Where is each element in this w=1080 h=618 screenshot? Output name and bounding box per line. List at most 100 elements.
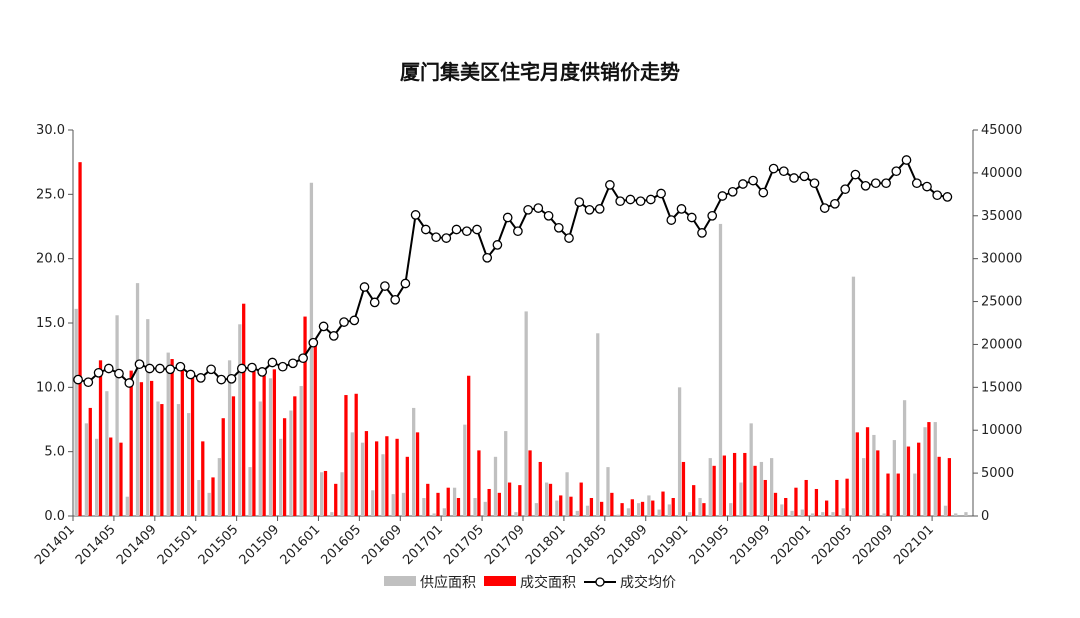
supply-bar bbox=[207, 492, 211, 516]
x-tick-label: 201905 bbox=[687, 522, 733, 568]
sales-bar bbox=[518, 485, 522, 516]
sales-bar bbox=[753, 465, 757, 516]
x-tick-label: 201809 bbox=[605, 522, 651, 568]
y-left-tick-label: 30.0 bbox=[36, 123, 65, 138]
sales-bar bbox=[620, 503, 624, 516]
supply-bar bbox=[115, 315, 119, 516]
supply-bar bbox=[718, 223, 723, 516]
price-point bbox=[359, 282, 370, 292]
x-tick-label: 202005 bbox=[809, 522, 855, 568]
x-tick-label: 201401 bbox=[32, 522, 78, 568]
price-point bbox=[93, 367, 104, 378]
supply-bar bbox=[483, 501, 487, 516]
y-left-tick-label: 0.0 bbox=[44, 509, 65, 524]
supply-bar bbox=[555, 500, 559, 516]
supply-bar bbox=[94, 438, 99, 516]
sales-bar bbox=[712, 465, 716, 516]
sales-bar bbox=[886, 473, 890, 516]
sales-bar bbox=[201, 441, 205, 516]
sales-bar bbox=[262, 375, 266, 516]
price-point bbox=[727, 186, 738, 197]
price-point bbox=[922, 181, 932, 192]
sales-bar bbox=[804, 479, 808, 516]
sales-bar bbox=[865, 427, 870, 516]
price-point bbox=[114, 368, 124, 379]
supply-bar bbox=[135, 283, 140, 516]
y-right-tick-label: 30000 bbox=[981, 252, 1022, 267]
sales-bar bbox=[548, 483, 553, 516]
sales-bar bbox=[282, 418, 287, 516]
sales-bar bbox=[88, 407, 92, 516]
supply-bar bbox=[616, 514, 620, 516]
price-point bbox=[257, 367, 268, 377]
supply-bar bbox=[330, 512, 334, 516]
x-tick-label: 201609 bbox=[359, 522, 405, 568]
legend-label: 成交均价 bbox=[620, 574, 676, 591]
price-point bbox=[676, 204, 687, 214]
x-tick-label: 201509 bbox=[237, 522, 283, 568]
price-point bbox=[758, 187, 769, 198]
price-point bbox=[799, 171, 810, 182]
price-point bbox=[124, 378, 135, 388]
supply-bar bbox=[800, 509, 804, 516]
price-point bbox=[431, 232, 441, 243]
legend-swatch-price-marker bbox=[595, 577, 605, 587]
supply-bar bbox=[197, 479, 201, 516]
price-point bbox=[339, 317, 349, 327]
price-point bbox=[666, 215, 677, 225]
y-right-tick-label: 10000 bbox=[981, 423, 1022, 438]
sales-bar bbox=[528, 450, 532, 516]
x-tick-label: 202101 bbox=[891, 522, 937, 568]
supply-bar bbox=[698, 497, 702, 516]
price-point bbox=[380, 281, 390, 291]
price-point bbox=[472, 224, 482, 235]
supply-bar bbox=[759, 461, 764, 516]
sales-bar bbox=[610, 492, 614, 516]
price-point bbox=[533, 203, 544, 213]
price-point bbox=[369, 297, 380, 308]
supply-bar bbox=[381, 454, 385, 516]
supply-bar bbox=[943, 505, 948, 516]
sales-bar bbox=[937, 456, 941, 516]
y-right-tick-label: 45000 bbox=[981, 123, 1022, 138]
sales-bar bbox=[732, 452, 737, 516]
supply-bar bbox=[667, 504, 671, 516]
price-point bbox=[850, 169, 861, 180]
supply-bar bbox=[371, 490, 375, 516]
price-point bbox=[860, 180, 871, 191]
y-right-tick-label: 5000 bbox=[981, 466, 1014, 481]
price-point bbox=[195, 373, 206, 383]
sales-bar bbox=[743, 452, 747, 516]
supply-bar bbox=[575, 510, 579, 516]
sales-bar bbox=[303, 316, 307, 516]
supply-bar bbox=[585, 505, 590, 516]
price-point bbox=[482, 252, 493, 263]
price-point bbox=[410, 210, 421, 220]
price-point bbox=[441, 233, 452, 243]
sales-bar bbox=[293, 396, 297, 516]
sales-bar bbox=[242, 303, 246, 516]
sales-bar bbox=[569, 496, 573, 516]
sales-bar bbox=[559, 495, 563, 516]
x-tick-label: 201605 bbox=[318, 522, 364, 568]
sales-bar bbox=[835, 479, 839, 516]
price-point bbox=[144, 363, 155, 374]
sales-bar bbox=[160, 404, 164, 516]
supply-bar bbox=[105, 391, 109, 516]
price-point bbox=[451, 224, 462, 235]
sales-bar bbox=[538, 461, 542, 516]
price-point bbox=[318, 321, 329, 332]
y-right-tick-label: 0 bbox=[981, 509, 989, 524]
supply-bar bbox=[913, 473, 917, 516]
price-point bbox=[942, 192, 953, 202]
supply-bar bbox=[238, 324, 242, 516]
price-point bbox=[932, 190, 943, 201]
supply-bar bbox=[258, 401, 262, 516]
y-left-tick-label: 25.0 bbox=[36, 187, 65, 202]
sales-bar bbox=[109, 437, 113, 516]
supply-bar bbox=[74, 308, 78, 516]
supply-bar bbox=[902, 400, 907, 516]
price-point bbox=[605, 180, 615, 190]
supply-bar bbox=[923, 427, 927, 516]
sales-bar bbox=[272, 369, 277, 516]
